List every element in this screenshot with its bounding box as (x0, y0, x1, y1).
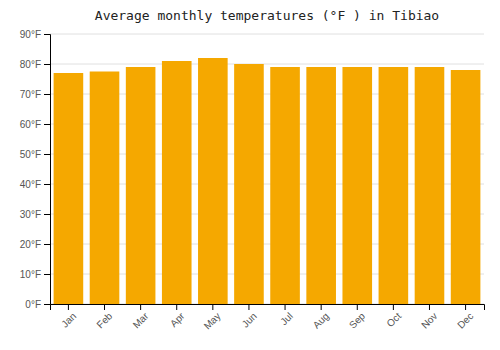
tick: 0°F (25, 299, 50, 310)
tick-mark (285, 304, 286, 310)
tick-label: Mar (131, 310, 151, 330)
tick: Jan (59, 304, 78, 330)
tick-label: Jun (240, 310, 259, 329)
tick-label: May (202, 310, 223, 331)
tick-mark (44, 214, 50, 215)
tick: 70°F (20, 89, 50, 100)
bar (451, 70, 481, 304)
tick: Sep (347, 304, 368, 331)
bar (54, 73, 84, 304)
tick-label: 70°F (20, 89, 41, 100)
x-axis: Jan Feb Mar Apr May Jun Jul Aug Sep Oct Nov Dec (51, 304, 485, 332)
grid (50, 34, 484, 304)
title: Average monthly temperatures (°F ) in Ti… (95, 8, 439, 23)
tick: 80°F (20, 59, 50, 70)
tick: Oct (384, 304, 403, 329)
tick: 10°F (20, 269, 50, 280)
bar (126, 67, 156, 304)
tick-label: Apr (168, 310, 187, 329)
bar (90, 72, 120, 305)
tick-mark (44, 64, 50, 65)
axis-line (44, 35, 51, 305)
tick-mark (44, 124, 50, 125)
tick-label: 40°F (20, 179, 41, 190)
tick-label: 90°F (20, 29, 41, 40)
y-axis: 0°F 10°F 20°F 30°F 40°F 50°F 60°F 70°F 80°F 90°F (20, 29, 51, 310)
tick-mark (44, 274, 50, 275)
tick: Aug (311, 304, 331, 331)
tick: 40°F (20, 179, 50, 190)
tick-label: Jul (278, 310, 295, 327)
tick-mark (248, 304, 249, 310)
tick-label: 80°F (20, 59, 41, 70)
tick-label: 50°F (20, 149, 41, 160)
bar (379, 67, 409, 304)
tick-label: 30°F (20, 209, 41, 220)
tick-mark (44, 244, 50, 245)
tick-mark (44, 94, 50, 95)
tick-label: Aug (311, 310, 331, 330)
bar (234, 64, 264, 304)
tick-label: Sep (347, 310, 368, 331)
axis-line (51, 305, 485, 311)
tick-label: 10°F (20, 269, 41, 280)
bar (306, 67, 336, 304)
tick-mark (357, 304, 358, 310)
tick-label: 20°F (20, 239, 41, 250)
tick-mark (393, 304, 394, 310)
bar (270, 67, 300, 304)
bar (162, 61, 192, 304)
tick-mark (465, 304, 466, 310)
tick-mark (104, 304, 105, 310)
tick: Jun (240, 304, 259, 330)
tick-mark (44, 154, 50, 155)
tick: 30°F (20, 209, 50, 220)
tick-mark (176, 304, 177, 310)
tick-mark (68, 304, 69, 310)
tick: Apr (168, 304, 187, 329)
tick-mark (429, 304, 430, 310)
tick-label: Jan (59, 310, 78, 329)
tick-mark (321, 304, 322, 310)
bars (54, 58, 481, 304)
grid-line (50, 64, 484, 65)
tick: Jul (278, 304, 295, 327)
grid-line (50, 34, 484, 35)
tick-label: Nov (419, 310, 439, 330)
tick-mark (140, 304, 141, 310)
tick-label: 0°F (25, 299, 41, 310)
tick-label: 60°F (20, 119, 41, 130)
bar (415, 67, 445, 304)
tick-label: Oct (384, 310, 403, 329)
tick-mark (44, 304, 50, 305)
tick: Nov (419, 304, 439, 331)
tick: Feb (94, 304, 114, 330)
chart: 0°F 10°F 20°F 30°F 40°F 50°F 60°F 70°F 80°F 90°F J… (0, 0, 500, 350)
tick: 50°F (20, 149, 50, 160)
tick-label: Dec (455, 310, 475, 330)
tick-mark (212, 304, 213, 310)
bar (342, 67, 372, 304)
tick: May (202, 304, 223, 332)
tick-mark (44, 184, 50, 185)
tick: Dec (455, 304, 475, 331)
plot: 0°F 10°F 20°F 30°F 40°F 50°F 60°F 70°F 80°F 90°F J… (20, 29, 485, 332)
tick: 90°F (20, 29, 50, 40)
tick: 20°F (20, 239, 50, 250)
tick: 60°F (20, 119, 50, 130)
tick: Mar (131, 304, 151, 330)
bar (198, 58, 228, 304)
tick-mark (44, 34, 50, 35)
tick-label: Feb (94, 310, 114, 330)
